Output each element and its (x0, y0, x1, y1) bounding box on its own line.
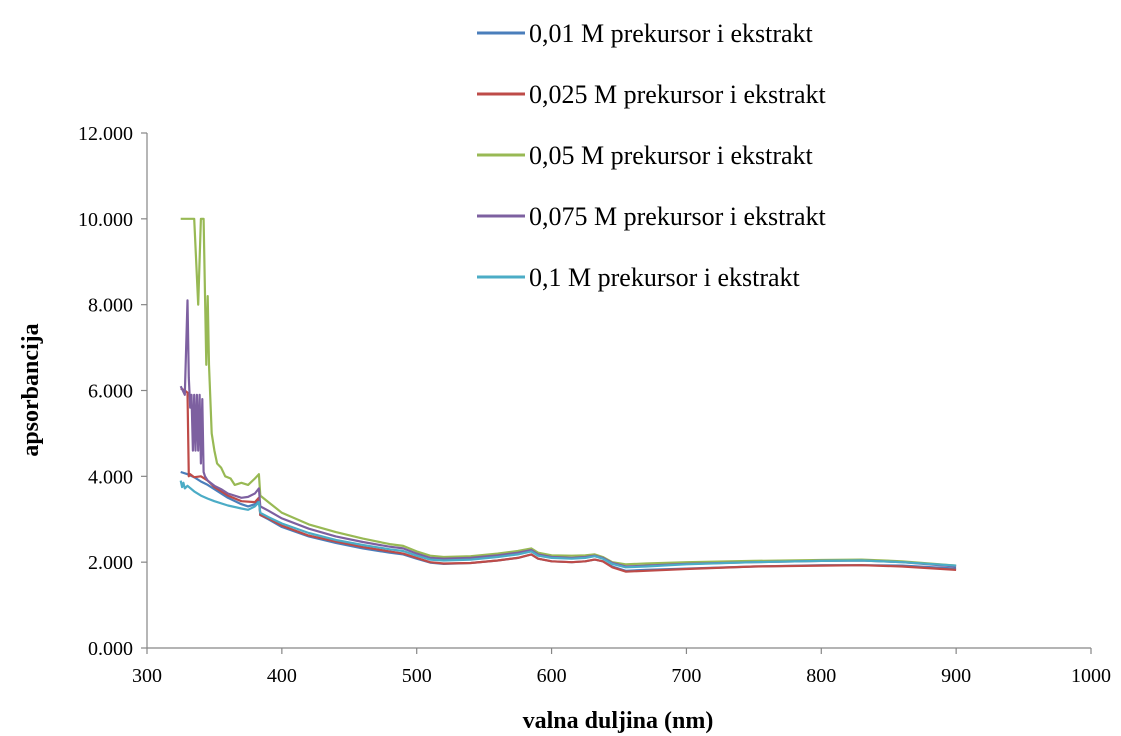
y-tick-label: 0.000 (88, 638, 133, 660)
y-tick-label: 4.000 (88, 466, 133, 488)
plot-lines (179, 217, 957, 573)
x-tick-label: 300 (132, 665, 162, 687)
legend-label-2: 0,025 M prekursor i ekstrakt (529, 80, 827, 109)
series-line-5 (179, 480, 957, 569)
y-tick-label: 10.000 (78, 209, 133, 231)
y-tick-label: 6.000 (88, 381, 133, 403)
x-tick-label: 500 (402, 665, 432, 687)
series-line-2 (180, 387, 957, 573)
x-tick-label: 1000 (1071, 665, 1111, 687)
x-tick-label: 400 (267, 665, 297, 687)
y-tick-label: 8.000 (88, 295, 133, 317)
series-line-4 (179, 299, 957, 568)
legend-label-3: 0,05 M prekursor i ekstrakt (529, 141, 814, 170)
x-tick-label: 900 (941, 665, 971, 687)
axes: 0.000 2.000 4.000 6.000 8.000 10.000 12.000 300… (78, 123, 1111, 687)
legend-label-1: 0,01 M prekursor i ekstrakt (529, 19, 814, 48)
x-axis-title: valna duljina (nm) (523, 708, 714, 734)
y-tick-label: 12.000 (78, 123, 133, 145)
x-tick-label: 700 (671, 665, 701, 687)
x-tick-label: 800 (806, 665, 836, 687)
x-tick-label: 600 (537, 665, 567, 687)
legend: 0,01 M prekursor i ekstrakt 0,025 M preku… (477, 19, 827, 292)
y-axis-title: apsorbancija (18, 323, 44, 456)
y-tick-label: 2.000 (88, 552, 133, 574)
legend-label-4: 0,075 M prekursor i ekstrakt (529, 202, 827, 231)
legend-label-5: 0,1 M prekursor i ekstrakt (529, 263, 801, 292)
